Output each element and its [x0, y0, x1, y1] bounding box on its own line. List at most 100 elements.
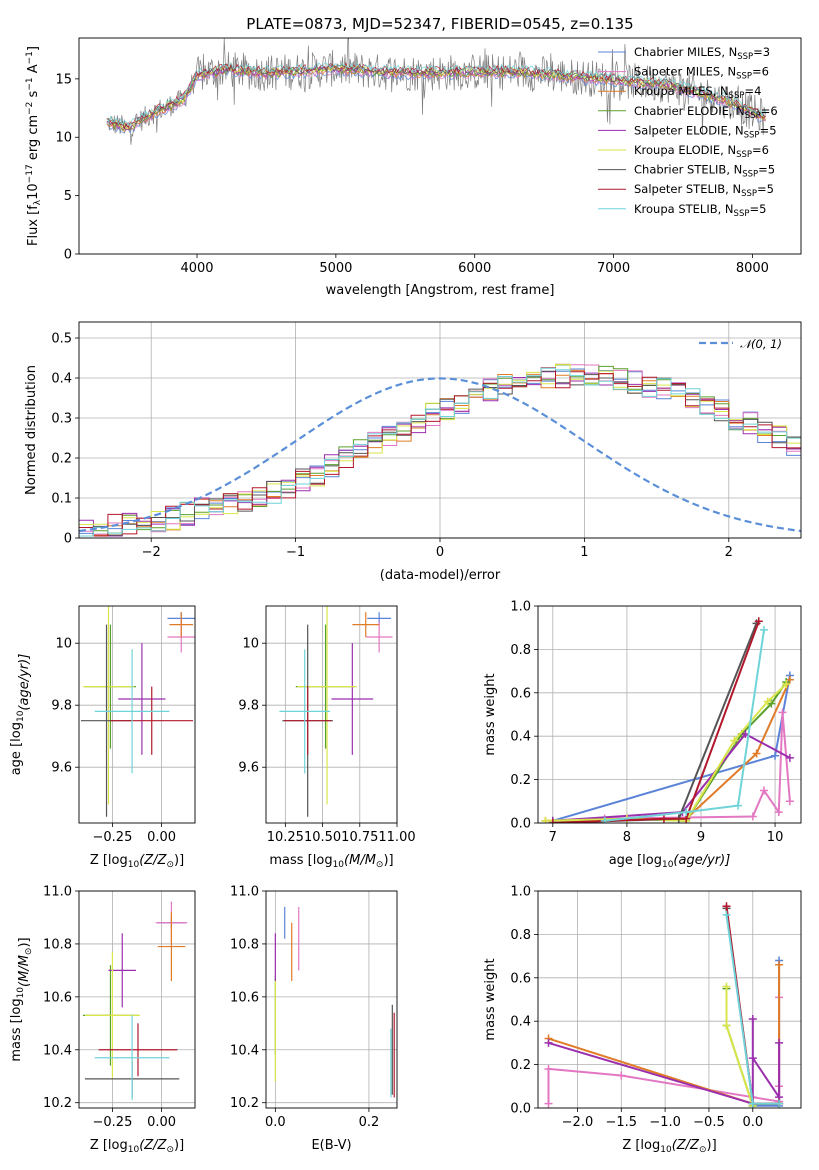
errorbar-kroupa-miles	[157, 912, 186, 981]
weight-vs-age-xlabel-sub: 10	[662, 860, 674, 870]
legend-sub: SSP	[741, 189, 757, 199]
legend-n: =4	[744, 84, 761, 98]
age-vs-mass-xlabel-main: mass [log	[269, 853, 332, 868]
legend-n: =5	[758, 163, 775, 177]
legend-entry-kroupa-elodie: Kroupa ELODIE, NSSP=6	[634, 143, 769, 160]
spectrum-ylabel-rest: erg cm	[26, 115, 41, 164]
weight-marker-kroupa-stelib-1	[682, 808, 691, 817]
age-vs-mass-xlabel-sub2: ⊙	[376, 860, 384, 870]
weight-marker-salpeter-miles-2	[617, 1071, 626, 1080]
weight-marker-kroupa-miles-2	[752, 749, 761, 758]
weight-marker-kroupa-stelib-0	[600, 816, 609, 823]
spectrum-ylabel-sup1: −17	[25, 164, 35, 183]
weight-vs-age-ylabel-main: mass weight	[483, 673, 498, 755]
weight-marker-salpeter-stelib-1	[659, 814, 668, 823]
mass-vs-Z-ytick-label-1: 10.4	[43, 1043, 72, 1058]
weight-marker-kroupa-stelib-2	[734, 801, 743, 810]
errorbar-kroupa-stelib	[279, 649, 331, 774]
age-vs-Z-grid	[79, 606, 195, 823]
weight-vs-Z-xtick-label-3: −0.5	[693, 1115, 725, 1130]
age-vs-mass-xtick-label-0: 10.25	[267, 830, 304, 845]
errorbar-kroupa-miles	[169, 612, 194, 637]
age-vs-Z-ylabel: age [log10(age/yr)]	[9, 654, 32, 776]
weight-line-salpeter-miles	[604, 712, 791, 820]
spectrum-xtick-label-4: 8000	[736, 261, 769, 276]
weight-marker-kroupa-stelib-1	[748, 1099, 757, 1108]
weight-vs-age-plot-area	[541, 617, 794, 823]
weight-marker-kroupa-miles-3	[775, 960, 784, 969]
hist-kroupa-stelib	[79, 367, 801, 537]
weight-vs-Z-xlabel-sub2: ⊙	[699, 1145, 707, 1155]
weight-vs-age-xlabel: age [log10(age/yr)]	[609, 853, 731, 870]
weight-vs-Z-xlabel: Z [log10(Z/Z⊙)]	[622, 1138, 716, 1155]
spectrum-xlabel-main: wavelength [Angstrom, rest frame]	[326, 283, 555, 298]
spectrum-ytick-label-1: 5	[64, 189, 72, 204]
legend-label: Salpeter ELODIE, N	[634, 123, 744, 137]
weight-marker-salpeter-miles-1	[544, 1064, 553, 1073]
errorbar-salpeter-elodie	[108, 933, 137, 1008]
spectrum-ylabel-mid: 10	[26, 183, 41, 200]
weight-vs-age-xtick-label-3: 10	[767, 830, 784, 845]
weight-marker-salpeter-elodie-2	[748, 1015, 757, 1024]
mass-vs-EBV-ytick-label-2: 10.6	[230, 990, 259, 1005]
spectrum-ylabel-end: ]	[26, 46, 41, 51]
weight-vs-age-ytick-label-1: 0.2	[510, 773, 531, 788]
age-vs-Z-xtick-label-1: 0.00	[147, 830, 176, 845]
age-vs-Z-xlabel: Z [log10(Z/Z⊙)]	[90, 853, 184, 870]
errorbar-kroupa-stelib	[94, 649, 170, 774]
spectrum-model-salpeter-stelib	[106, 62, 767, 129]
weight-vs-Z-ylabel-main: mass weight	[483, 958, 498, 1040]
mass-vs-Z-xlabel: Z [log10(Z/Z⊙)]	[90, 1138, 184, 1155]
age-vs-mass-xlabel: mass [log10(M/M⊙)]	[269, 853, 393, 870]
legend-entry-chabrier-miles: Chabrier MILES, NSSP=3	[634, 45, 770, 62]
mass-vs-Z-plot-area	[82, 901, 188, 1101]
residuals-ytick-label-5: 0.5	[51, 332, 72, 347]
weight-vs-Z-axes: −2.0 −1.5 −1.0 −0.5 0.0 0.0 0.2 0.4 0.6 0.8 1.0 Z […	[483, 885, 802, 1155]
weight-marker-salpeter-stelib-3	[754, 617, 763, 626]
mass-vs-EBV-axes: 0.0 0.2 10.2 10.4 10.6 10.8 11.0 E(B-V)	[230, 885, 398, 1153]
age-vs-mass-xlabel-sub: 10	[333, 860, 345, 870]
residuals-frame	[78, 321, 802, 539]
mass-vs-EBV-xtick-label-0: 0.0	[265, 1115, 286, 1130]
weight-vs-age-xtick-label-0: 7	[549, 830, 557, 845]
age-vs-mass-frame	[265, 605, 398, 824]
age-vs-Z-xlabel-rest: (Z/Z	[139, 853, 167, 868]
mass-vs-Z-ylabel-sub2: ⊙	[24, 948, 34, 956]
weight-marker-salpeter-elodie-0	[544, 1038, 553, 1047]
spectrum-ylabel-sup3: −1	[25, 77, 35, 90]
hist-chabrier-stelib	[79, 370, 801, 537]
weight-vs-age-ytick-label-4: 0.8	[510, 643, 531, 658]
gaussian-curve	[79, 377, 801, 533]
weight-marker-salpeter-elodie-5	[775, 1038, 784, 1047]
spectrum-ylabel: Flux [fλ10−17 erg cm−2 s−1 A−1]	[25, 46, 43, 246]
residuals-plot-area	[79, 363, 801, 537]
spectrum-xtick-label-1: 5000	[319, 261, 352, 276]
residuals-xtick-label-0: −2	[142, 545, 161, 560]
mass-vs-Z-xlabel-sub: 10	[128, 1145, 140, 1155]
age-vs-Z-ytick-label-2: 10	[55, 637, 72, 652]
age-vs-Z-frame	[78, 605, 196, 824]
residuals-xtick-label-3: 1	[580, 545, 588, 560]
legend-sub: SSP	[734, 209, 750, 219]
weight-marker-kroupa-elodie-1	[722, 1021, 731, 1030]
gaussian-legend-label: 𝒩(0, 1)	[740, 337, 782, 351]
errorbar-salpeter-stelib	[110, 686, 194, 755]
mass-vs-Z-xlabel-main: Z [log	[90, 1138, 128, 1153]
mass-vs-EBV-plot-area	[274, 906, 395, 1098]
mass-vs-Z-ytick-label-3: 10.8	[43, 937, 72, 952]
legend-entry-kroupa-miles: Kroupa MILES, NSSP=4	[634, 84, 761, 101]
spectrum-plot-area	[106, 38, 767, 145]
weight-vs-Z-frame	[537, 890, 802, 1109]
spectrum-ytick-label-0: 0	[64, 248, 72, 263]
spectrum-frame	[78, 37, 802, 255]
residuals-xlabel-main: (data-model)/error	[380, 568, 501, 583]
mass-vs-Z-ytick-label-4: 11.0	[43, 885, 72, 900]
legend-n: =6	[761, 104, 778, 118]
mass-vs-Z-ylabel-main: mass [log	[9, 998, 24, 1061]
errorbar-salpeter-stelib	[98, 1023, 178, 1077]
errorbar-kroupa-stelib	[94, 1015, 170, 1101]
weight-marker-kroupa-elodie-5	[782, 680, 791, 689]
residuals-axes: −2 −1 0 1 2 0 0.1 0.2 0.3 0.4 0.5 (data-model)/erro…	[24, 321, 802, 583]
